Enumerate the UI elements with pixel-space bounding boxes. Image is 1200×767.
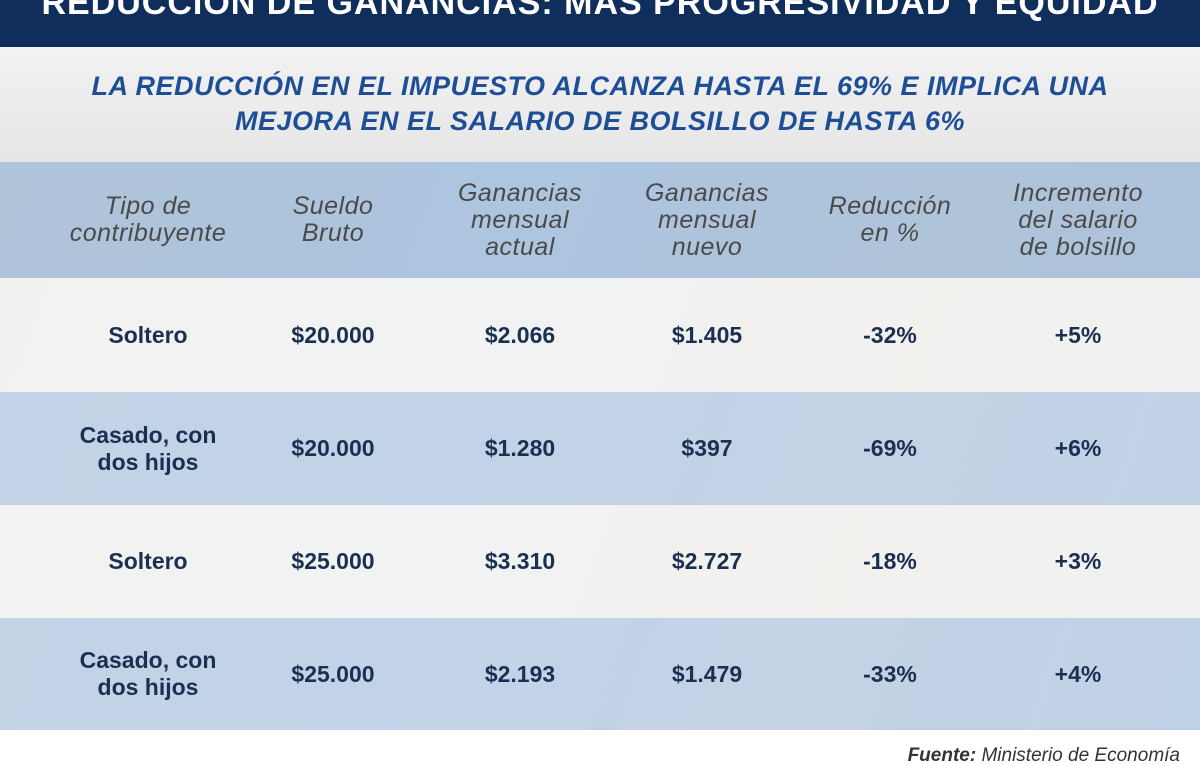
table-cell: Soltero [108,548,188,574]
table-cell: $25.000 [291,548,375,574]
table-cell: $1.479 [671,660,743,687]
header-cell: Ganancias mensual actual [457,178,583,261]
table-cell: $397 [681,435,733,461]
table-cell: -18% [863,548,917,574]
header-cell: Tipo de contribuyente [69,192,227,247]
table-cell: +5% [1054,321,1102,348]
table-cell: $20.000 [291,321,375,348]
table-row: Soltero $25.000 $3.310 $2.727 -18% +3% [0,505,1200,618]
table-cell: Soltero [108,321,188,348]
table-cell: Casado, con dos hijos [79,647,217,700]
table-cell: $1.405 [671,321,743,348]
table-row: Soltero $20.000 $2.066 $1.405 -32% +5% [0,278,1200,392]
header-cell: Incremento del salario de bolsillo [1012,178,1144,261]
table-cell: $3.310 [484,548,556,574]
table-cell: $2.727 [671,548,743,574]
table: Tipo de contribuyente Sueldo Bruto Gananci… [0,162,1200,730]
title-bar: REDUCCIÓN DE GANANCIAS: MÁS PROGRESIVIDA… [0,0,1200,47]
source-text: Ministerio de Economía [981,745,1180,766]
table-cell: -33% [863,660,917,687]
source-label: Fuente: [907,745,977,766]
source: Fuente: Ministerio de Economía [908,745,1180,767]
table-cell: $1.280 [484,435,556,461]
table-row: Casado, con dos hijos $25.000 $2.193 $1.479… [0,618,1200,730]
table-row: Casado, con dos hijos $20.000 $1.280 $397 -6… [0,392,1200,505]
subtitle: LA REDUCCIÓN EN EL IMPUESTO ALCANZA HAST… [91,71,1109,136]
header-cell: Sueldo Bruto [292,192,374,247]
table-cell: Casado, con dos hijos [79,421,217,475]
header-cell: Ganancias mensual nuevo [644,178,770,261]
table-cell: $2.193 [484,660,556,687]
table-cell: -32% [863,321,917,348]
title: REDUCCIÓN DE GANANCIAS: MÁS PROGRESIVIDA… [41,0,1159,22]
table-cell: -69% [863,435,917,461]
table-cell: +3% [1054,548,1102,574]
table-cell: $2.066 [484,321,556,348]
table-cell: $20.000 [291,435,375,461]
header-cell: Reducción en % [828,192,952,247]
table-cell: +4% [1054,660,1102,687]
header-row: Tipo de contribuyente Sueldo Bruto Gananci… [0,162,1200,278]
subtitle-area: LA REDUCCIÓN EN EL IMPUESTO ALCANZA HAST… [0,47,1200,162]
table-cell: +6% [1054,435,1102,461]
table-cell: $25.000 [291,660,375,687]
